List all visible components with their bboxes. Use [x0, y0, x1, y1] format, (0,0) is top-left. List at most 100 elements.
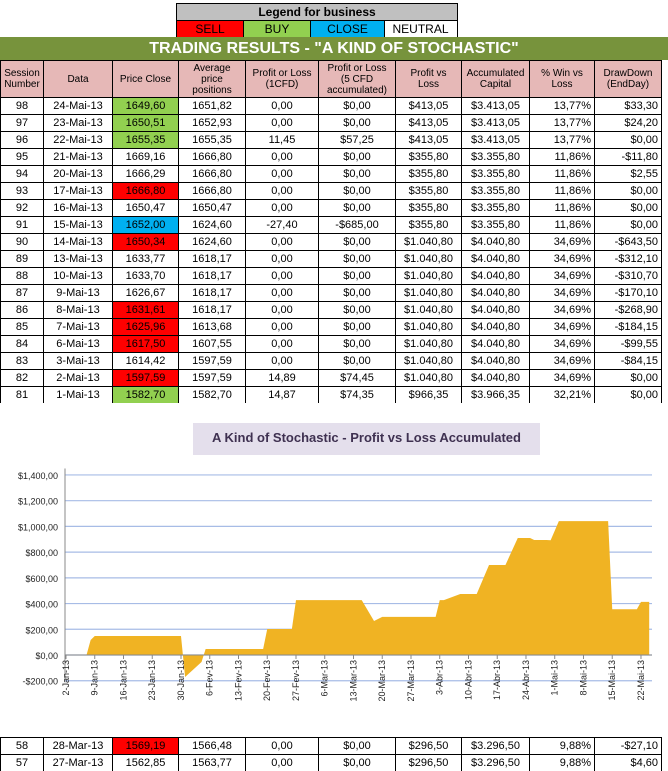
table-row: 96 22-Mai-13 1655,35 1655,35 11,45 $57,25 $413…: [0, 131, 662, 149]
results-table-bottom: 58 28-Mar-13 1569,19 1566,48 0,00 $0,00 $296,5…: [0, 737, 668, 771]
table-cell: $1.040,80: [395, 318, 462, 336]
table-cell: -$84,15: [594, 352, 662, 370]
x-tick-label: 1-Mai-13: [550, 660, 560, 696]
table-cell: 1666,80: [178, 148, 246, 166]
table-cell: $3.966,35: [461, 386, 530, 403]
table-cell: 1597,59: [178, 369, 246, 387]
table-cell: 14,87: [245, 386, 319, 403]
column-header: Price Close: [112, 60, 179, 98]
table-cell: 0,00: [245, 267, 319, 285]
table-cell: $1.040,80: [395, 301, 462, 319]
table-cell: 1566,48: [178, 737, 246, 755]
table-cell: -$310,70: [594, 267, 662, 285]
column-header: DrawDown (EndDay): [594, 60, 662, 98]
x-tick-label: 23-Jan-13: [147, 660, 157, 701]
x-tick-label: 3-Abr-13: [435, 660, 445, 695]
table-row: 88 10-Mai-13 1633,70 1618,17 0,00 $0,00 $1.040…: [0, 267, 662, 285]
table-cell: 27-Mar-13: [43, 754, 113, 771]
table-cell: $0,00: [318, 335, 396, 353]
x-tick-label: 17-Abr-13: [492, 660, 502, 700]
column-header: Profit vs Loss: [395, 60, 462, 98]
table-cell: $3.355,80: [461, 165, 530, 183]
table-cell: 14,89: [245, 369, 319, 387]
price-close-cell: 1569,19: [112, 737, 179, 755]
table-cell: 9,88%: [529, 737, 595, 755]
results-table: Session Number Data Price Close Average pri…: [0, 60, 668, 403]
table-row: 97 23-Mai-13 1650,51 1652,93 0,00 $0,00 $413,0…: [0, 114, 662, 132]
table-cell: 23-Mai-13: [43, 114, 113, 132]
table-cell: 94: [0, 165, 44, 183]
y-tick-label: $400,00: [25, 600, 58, 610]
table-cell: 93: [0, 182, 44, 200]
table-cell: -$170,10: [594, 284, 662, 302]
table-cell: $296,50: [395, 754, 462, 771]
table-cell: 28-Mar-13: [43, 737, 113, 755]
table-cell: -$27,10: [594, 737, 662, 755]
y-tick-label: $1,000,00: [18, 522, 58, 532]
table-row: 89 13-Mai-13 1633,77 1618,17 0,00 $0,00 $1.040…: [0, 250, 662, 268]
table-cell: 34,69%: [529, 352, 595, 370]
price-close-cell: 1650,51: [112, 114, 179, 132]
table-cell: 1618,17: [178, 284, 246, 302]
table-cell: 11,86%: [529, 216, 595, 234]
table-cell: 1624,60: [178, 233, 246, 251]
table-cell: 13-Mai-13: [43, 250, 113, 268]
table-cell: 91: [0, 216, 44, 234]
table-row: 85 7-Mai-13 1625,96 1613,68 0,00 $0,00 $1.040,…: [0, 318, 662, 336]
x-tick-label: 8-Mai-13: [578, 660, 588, 696]
table-cell: 1666,80: [178, 182, 246, 200]
table-cell: 15-Mai-13: [43, 216, 113, 234]
table-cell: 1607,55: [178, 335, 246, 353]
table-cell: $3.296,50: [461, 754, 530, 771]
table-cell: 11,86%: [529, 165, 595, 183]
x-tick-label: 10-Abr-13: [463, 660, 473, 700]
x-tick-label: 30-Jan-13: [176, 660, 186, 701]
table-row: 82 2-Mai-13 1597,59 1597,59 14,89 $74,45 $1.04…: [0, 369, 662, 387]
table-cell: $0,00: [318, 754, 396, 771]
table-cell: $0,00: [318, 199, 396, 217]
table-cell: 1618,17: [178, 250, 246, 268]
column-header: Average price positions: [178, 60, 246, 98]
table-cell: 1597,59: [178, 352, 246, 370]
table-cell: $355,80: [395, 216, 462, 234]
table-cell: 22-Mai-13: [43, 131, 113, 149]
table-cell: 1651,82: [178, 97, 246, 115]
x-tick-label: 22-Mai-13: [636, 660, 646, 701]
table-cell: 24-Mai-13: [43, 97, 113, 115]
table-cell: $4.040,80: [461, 335, 530, 353]
table-cell: $24,20: [594, 114, 662, 132]
table-cell: 34,69%: [529, 267, 595, 285]
table-cell: $0,00: [318, 182, 396, 200]
price-close-cell: 1655,35: [112, 131, 179, 149]
table-cell: $413,05: [395, 131, 462, 149]
table-cell: 1652,93: [178, 114, 246, 132]
table-cell: $0,00: [318, 318, 396, 336]
chart-title: A Kind of Stochastic - Profit vs Loss Ac…: [193, 423, 540, 455]
table-cell: $3.296,50: [461, 737, 530, 755]
table-cell: 97: [0, 114, 44, 132]
table-cell: 17-Mai-13: [43, 182, 113, 200]
table-cell: $0,00: [594, 386, 662, 403]
price-close-cell: 1666,29: [112, 165, 179, 183]
x-tick-label: 6-Fev-13: [205, 660, 215, 696]
table-cell: 90: [0, 233, 44, 251]
table-cell: $4.040,80: [461, 267, 530, 285]
price-close-cell: 1625,96: [112, 318, 179, 336]
table-row: 84 6-Mai-13 1617,50 1607,55 0,00 $0,00 $1.040,…: [0, 335, 662, 353]
x-tick-label: 16-Jan-13: [118, 660, 128, 701]
table-cell: $0,00: [594, 131, 662, 149]
table-cell: $0,00: [318, 250, 396, 268]
table-cell: -27,40: [245, 216, 319, 234]
table-cell: $0,00: [318, 267, 396, 285]
table-cell: 11,45: [245, 131, 319, 149]
table-cell: 0,00: [245, 165, 319, 183]
table-cell: 88: [0, 267, 44, 285]
table-cell: 20-Mai-13: [43, 165, 113, 183]
table-row: 83 3-Mai-13 1614,42 1597,59 0,00 $0,00 $1.040,…: [0, 352, 662, 370]
table-cell: 1-Mai-13: [43, 386, 113, 403]
table-row: 90 14-Mai-13 1650,34 1624,60 0,00 $0,00 $1.040…: [0, 233, 662, 251]
table-cell: 1618,17: [178, 301, 246, 319]
table-cell: 16-Mai-13: [43, 199, 113, 217]
table-cell: $1.040,80: [395, 369, 462, 387]
table-cell: $4.040,80: [461, 284, 530, 302]
